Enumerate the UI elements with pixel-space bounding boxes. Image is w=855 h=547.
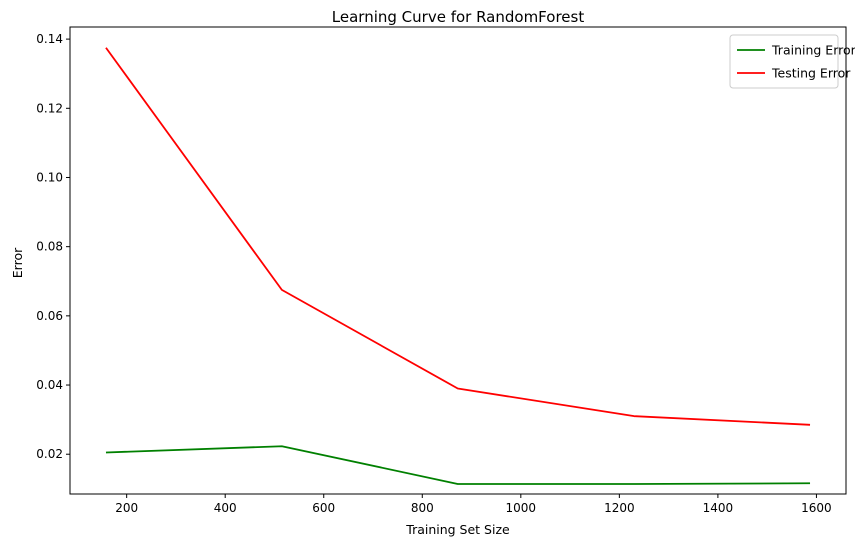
y-tick-label: 0.12 bbox=[36, 101, 63, 115]
x-tick-label: 1600 bbox=[801, 501, 832, 515]
series-line-testing-error bbox=[105, 47, 811, 426]
legend-label-testing-error: Testing Error bbox=[771, 66, 851, 81]
x-tick-label: 200 bbox=[115, 501, 138, 515]
y-axis-label: Error bbox=[10, 247, 25, 278]
x-tick-label: 1000 bbox=[506, 501, 537, 515]
y-axis-label-group: Error bbox=[10, 247, 25, 278]
plot-frame bbox=[69, 26, 847, 495]
y-tick-label: 0.14 bbox=[36, 32, 63, 46]
y-tick-label: 0.04 bbox=[36, 378, 63, 392]
lines-layer bbox=[105, 47, 811, 485]
x-axis-label: Training Set Size bbox=[405, 522, 510, 537]
x-tick-label: 600 bbox=[312, 501, 335, 515]
y-tick-label: 0.06 bbox=[36, 309, 63, 323]
chart-title: Learning Curve for RandomForest bbox=[332, 8, 585, 26]
y-tick-label: 0.02 bbox=[36, 447, 63, 461]
y-tick-label: 0.08 bbox=[36, 240, 63, 254]
x-tick-label: 1400 bbox=[703, 501, 734, 515]
legend-label-training-error: Training Error bbox=[771, 43, 855, 58]
legend: Training Error Testing Error bbox=[729, 34, 855, 89]
legend-box bbox=[729, 34, 839, 89]
x-tick-label: 400 bbox=[214, 501, 237, 515]
y-tick-label: 0.10 bbox=[36, 170, 63, 184]
ticks-layer: 200 400 600 800 1000 1200 1400 1600 0.02 0.04 0.06… bbox=[36, 32, 831, 515]
series-line-training-error bbox=[105, 445, 811, 485]
x-tick-label: 800 bbox=[411, 501, 434, 515]
x-tick-label: 1200 bbox=[604, 501, 635, 515]
